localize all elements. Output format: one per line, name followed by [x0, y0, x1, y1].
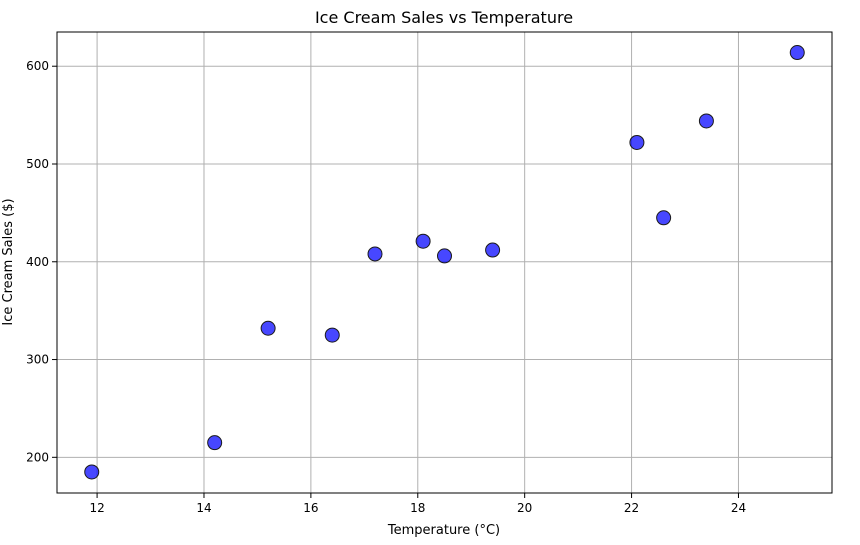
x-tick-label: 22 — [624, 501, 639, 515]
data-points — [84, 45, 805, 480]
x-tick-label: 24 — [731, 501, 746, 515]
data-point — [324, 327, 340, 343]
y-tick-label: 500 — [26, 157, 49, 171]
x-tick-label: 18 — [410, 501, 425, 515]
data-point — [789, 45, 805, 61]
x-axis-ticks: 12 14 16 18 20 22 24 — [89, 493, 746, 515]
y-axis-ticks: 200 300 400 500 600 — [26, 59, 57, 464]
y-axis-label: Ice Cream Sales ($) — [1, 198, 16, 325]
y-tick-label: 300 — [26, 353, 49, 367]
y-tick-label: 600 — [26, 59, 49, 73]
y-tick-label: 400 — [26, 255, 49, 269]
data-point — [698, 113, 714, 129]
x-tick-label: 12 — [89, 501, 104, 515]
x-axis-label: Temperature (°C) — [387, 523, 500, 538]
x-tick-label: 14 — [196, 501, 211, 515]
grid-lines — [57, 32, 832, 493]
data-point — [415, 233, 431, 249]
x-tick-label: 20 — [517, 501, 532, 515]
data-point — [656, 210, 672, 226]
y-tick-label: 200 — [26, 450, 49, 464]
data-point — [84, 464, 100, 480]
data-point — [367, 246, 383, 262]
plot-frame — [56, 31, 833, 494]
data-point — [485, 242, 501, 258]
chart-title: Ice Cream Sales vs Temperature — [315, 8, 573, 27]
data-point — [207, 435, 223, 451]
x-tick-label: 16 — [303, 501, 318, 515]
data-point — [629, 134, 645, 150]
data-point — [260, 320, 276, 336]
data-point — [437, 248, 452, 264]
